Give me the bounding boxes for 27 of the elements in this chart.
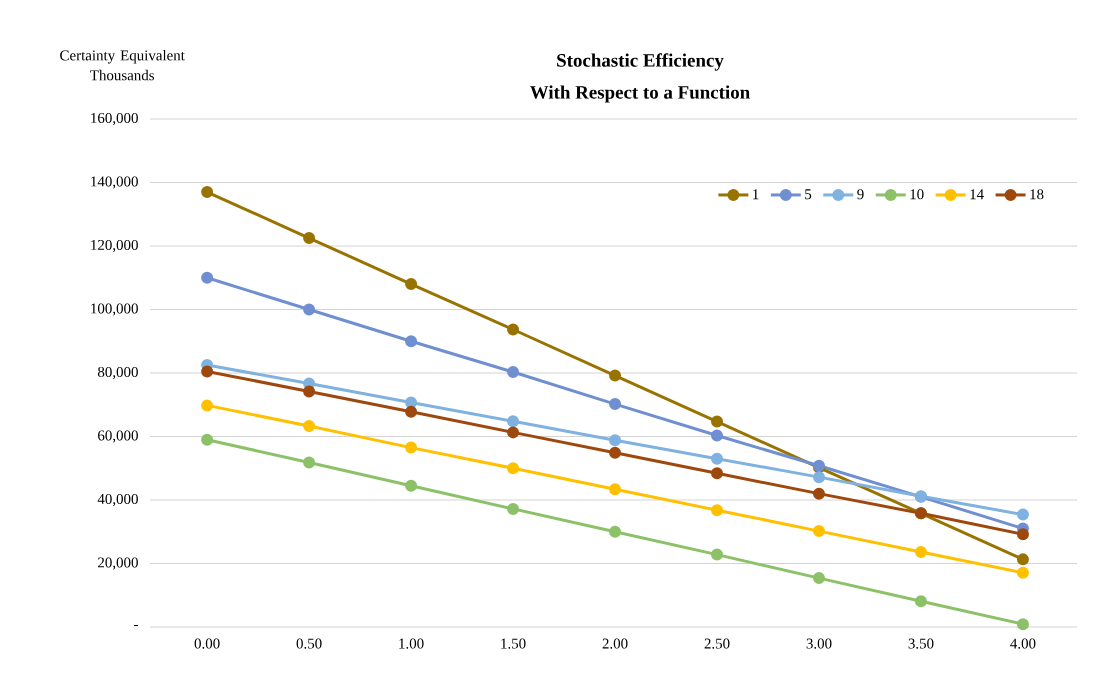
x-tick-label: 2.50 (704, 638, 730, 649)
y-tick-label: 80,000 (97, 366, 138, 380)
y-tick-label: 20,000 (98, 557, 138, 570)
y-tick-label: - (134, 624, 138, 627)
y-tick-label: 60,000 (98, 430, 138, 443)
legend-label: 14 (970, 189, 984, 200)
y-tick-label: 40,000 (97, 493, 138, 507)
x-tick-label: 4.00 (1010, 638, 1036, 649)
y-tick-label: 140,000 (91, 176, 138, 189)
chart-subtitle: With Respect to a Function (530, 85, 750, 103)
legend-label: 5 (805, 189, 812, 200)
legend-label: 1 (753, 189, 759, 200)
x-tick-label: 3.00 (806, 638, 832, 649)
chart-title: Stochastic Efficiency (557, 53, 724, 71)
x-tick-label: 2.00 (602, 638, 628, 649)
x-tick-label: 3.50 (908, 638, 934, 649)
legend-label: 9 (857, 189, 864, 200)
x-tick-label: 0.00 (194, 638, 220, 649)
y-tick-label: 120,000 (91, 239, 138, 253)
legend-label: 18 (1030, 189, 1044, 200)
y-tick-label: 160,000 (91, 112, 138, 126)
x-tick-label: 1.50 (501, 638, 526, 649)
y-tick-label: 100,000 (91, 303, 138, 316)
y-axis-title: Certainty Equivalent Thousands (60, 49, 185, 81)
x-tick-label: 0.50 (296, 638, 322, 649)
legend-label: 10 (910, 189, 924, 200)
x-tick-label: 1.00 (399, 638, 424, 649)
